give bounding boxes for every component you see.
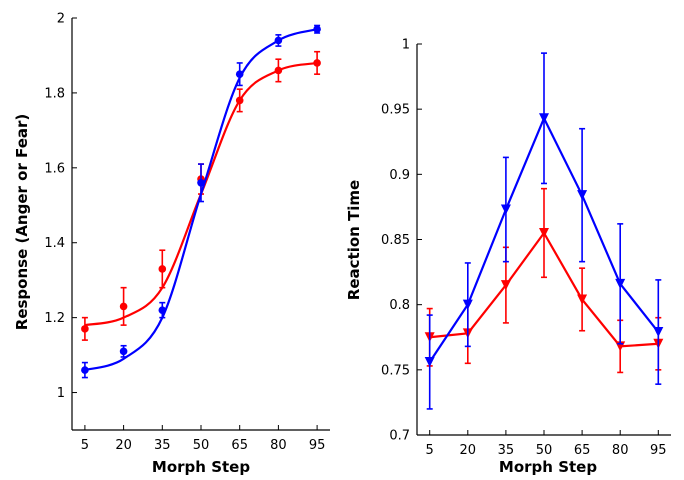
- left-data-point-red: [158, 265, 167, 273]
- right-data-point-red: [577, 294, 588, 305]
- right-series-blue: [424, 52, 664, 410]
- left-series-group: [81, 24, 321, 379]
- right-y-tick-label: 1: [402, 38, 410, 53]
- left-x-tick-label: 35: [154, 438, 171, 453]
- right-data-point-blue: [653, 327, 664, 338]
- right-y-ticks: 0.7 0.75 0.8 0.85 0.9 0.95 1: [381, 38, 422, 444]
- left-chart: 11.21.41.61.82 5 20 35 50 65 80 95 Morph Step …: [13, 12, 330, 476]
- right-x-tick-label: 95: [650, 443, 667, 458]
- right-x-tick-label: 80: [612, 443, 629, 458]
- left-data-point-red: [235, 96, 244, 105]
- right-data-point-blue: [577, 190, 588, 201]
- left-x-tick-label: 20: [115, 438, 132, 453]
- right-x-tick-label: 35: [498, 443, 515, 458]
- right-x-ticks: 5 20 35 50 65 80 95: [426, 430, 667, 458]
- left-data-point-red: [81, 325, 89, 333]
- right-data-point-blue: [424, 357, 435, 368]
- left-data-point-blue: [197, 179, 205, 187]
- left-y-tick-label: 1.8: [44, 86, 65, 101]
- right-y-tick-label: 0.85: [381, 233, 410, 248]
- left-data-point-blue: [158, 306, 167, 314]
- right-y-axis-label: Reaction Time: [345, 180, 363, 300]
- right-x-axis-label: Morph Step: [499, 458, 597, 476]
- right-data-point-blue: [462, 299, 473, 310]
- right-series-red: [424, 187, 664, 374]
- left-y-tick-label: 1.6: [44, 161, 65, 176]
- left-x-axis-label: Morph Step: [152, 458, 250, 476]
- right-series-group: [424, 52, 664, 410]
- right-y-tick-label: 0.95: [381, 103, 410, 118]
- left-data-point-blue: [119, 347, 128, 356]
- right-x-tick-label: 65: [574, 443, 591, 458]
- right-y-tick-label: 0.7: [389, 429, 410, 444]
- left-y-tick-label: 1.4: [44, 236, 65, 251]
- right-y-tick-label: 0.75: [381, 363, 410, 378]
- right-x-tick-label: 20: [460, 443, 477, 458]
- left-x-tick-label: 95: [309, 438, 326, 453]
- right-y-tick-label: 0.9: [389, 168, 410, 183]
- left-series-blue: [81, 24, 321, 379]
- left-y-tick-label: 1: [57, 386, 65, 401]
- right-y-tick-label: 0.8: [389, 298, 410, 313]
- left-y-ticks: 1 1.2 1.4 1.6 1.8 2: [44, 12, 77, 401]
- left-data-point-blue: [274, 36, 283, 45]
- left-x-tick-label: 65: [231, 438, 248, 453]
- right-x-tick-label: 5: [426, 443, 434, 458]
- left-data-point-blue: [81, 366, 89, 374]
- right-chart: 0.7 0.75 0.8 0.85 0.9 0.95 1 5 20 35 50 65 80 95 Mor…: [345, 38, 671, 476]
- right-data-point-blue: [615, 278, 626, 289]
- left-data-point-red: [313, 59, 321, 67]
- left-data-point-blue: [235, 70, 244, 78]
- left-y-axis-label: Response (Anger or Fear): [13, 114, 31, 330]
- left-x-tick-label: 5: [81, 438, 89, 453]
- right-data-point-red: [500, 280, 511, 291]
- left-data-point-blue: [313, 25, 321, 34]
- left-data-point-red: [274, 66, 283, 75]
- right-data-point-red: [539, 227, 549, 238]
- left-y-tick-label: 1.2: [44, 311, 65, 326]
- right-data-point-blue: [539, 113, 549, 124]
- left-data-point-red: [119, 302, 128, 311]
- right-x-tick-label: 50: [536, 443, 553, 458]
- left-x-tick-label: 50: [193, 438, 210, 453]
- right-data-point-blue: [500, 204, 511, 215]
- left-y-tick-label: 2: [57, 12, 65, 27]
- left-x-tick-label: 80: [270, 438, 287, 453]
- left-x-ticks: 5 20 35 50 65 80 95: [81, 425, 326, 453]
